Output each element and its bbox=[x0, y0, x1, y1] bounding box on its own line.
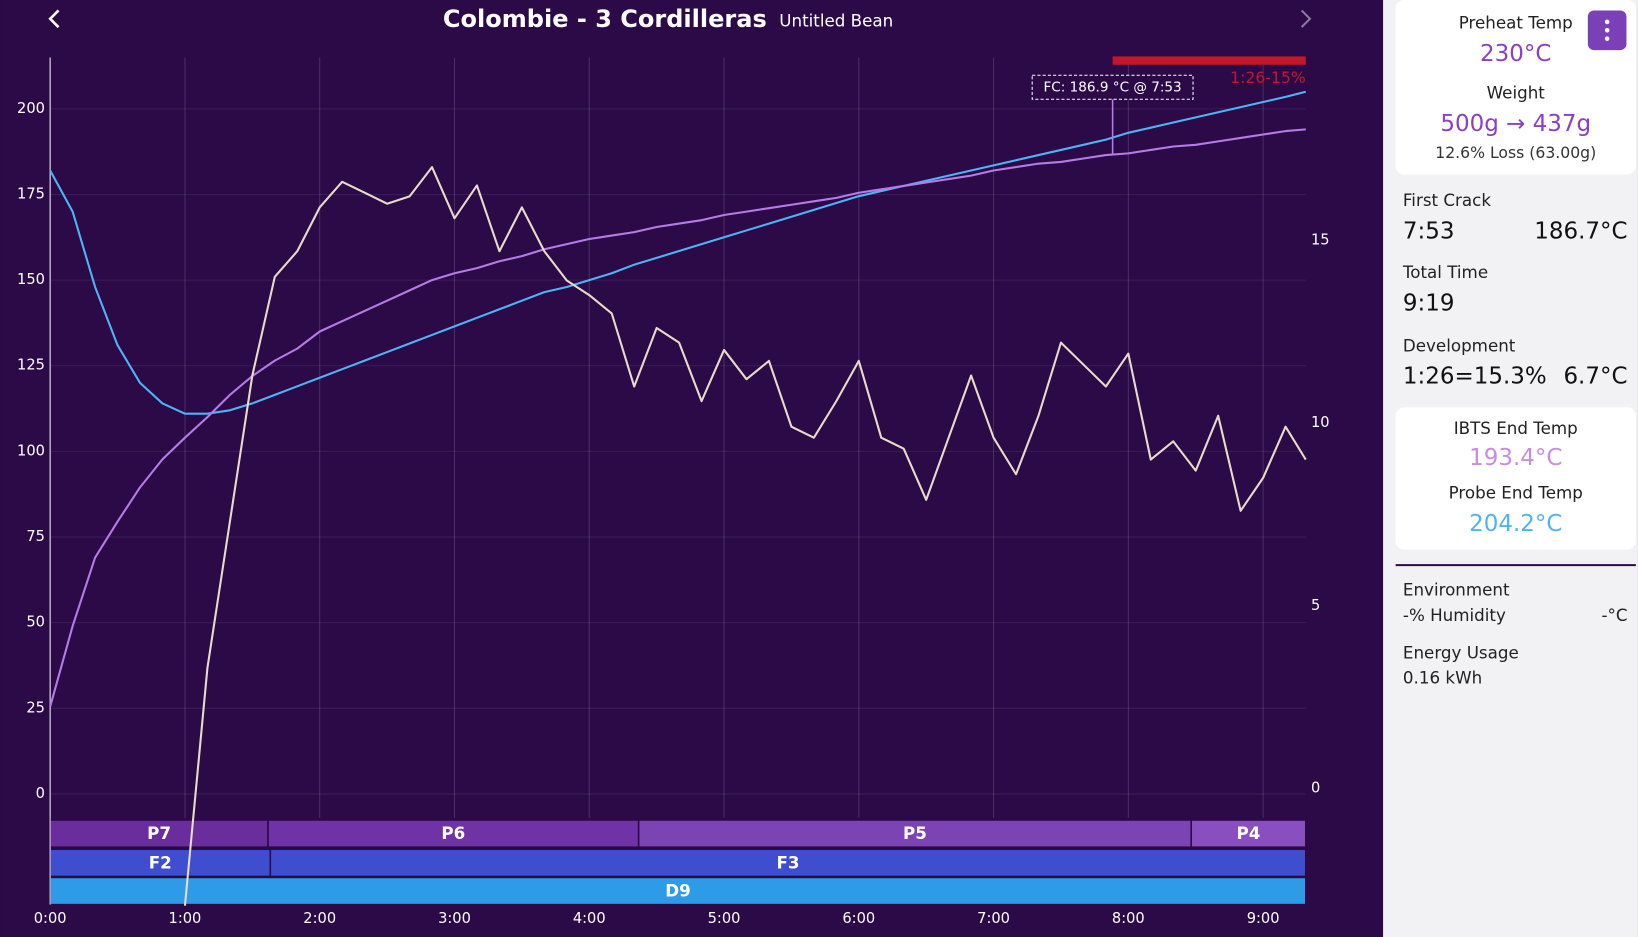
x-tick-label: 6:00 bbox=[842, 910, 875, 927]
value: 0.16 kWh bbox=[1403, 667, 1482, 687]
phase-bar bbox=[269, 848, 1307, 878]
label: Development bbox=[1403, 335, 1516, 355]
y2-tick-label: 5 bbox=[1311, 597, 1320, 614]
value: 230°C bbox=[1480, 41, 1551, 67]
y2-tick-label: 0 bbox=[1311, 780, 1320, 797]
development-label: 1:26-15% bbox=[1230, 68, 1306, 87]
annotation-box bbox=[1031, 74, 1194, 100]
value: 204.2°C bbox=[1469, 511, 1562, 537]
series-line bbox=[49, 90, 1307, 415]
phase-bar bbox=[49, 848, 272, 878]
label: First Crack bbox=[1403, 190, 1491, 210]
back-button[interactable] bbox=[48, 9, 60, 29]
chart-title: Colombie - 3 Cordilleras bbox=[443, 5, 767, 33]
chart-background bbox=[0, 0, 1383, 937]
y2-tick-label: 10 bbox=[1311, 414, 1330, 431]
value: 186.7°C bbox=[1534, 218, 1627, 244]
end-temp-card bbox=[1395, 407, 1636, 550]
label: Preheat Temp bbox=[1459, 13, 1573, 33]
menu-dot bbox=[1604, 19, 1610, 25]
phase-bar bbox=[49, 819, 269, 848]
phase-label: F3 bbox=[777, 852, 800, 872]
y-tick-label: 150 bbox=[17, 271, 45, 288]
value: -% Humidity bbox=[1403, 605, 1506, 625]
phase-bar bbox=[49, 876, 1307, 906]
y-tick-label: 50 bbox=[26, 614, 45, 631]
y-tick-label: 175 bbox=[17, 185, 45, 202]
value: 193.4°C bbox=[1469, 445, 1562, 471]
label: Environment bbox=[1403, 580, 1510, 600]
label: Energy Usage bbox=[1403, 642, 1519, 662]
phase-label: P6 bbox=[441, 823, 465, 843]
value: 500g → 437g bbox=[1440, 111, 1591, 137]
label: Weight bbox=[1487, 83, 1546, 103]
label: Probe End Temp bbox=[1449, 483, 1583, 503]
y-tick-label: 25 bbox=[26, 699, 45, 716]
y-tick-label: 0 bbox=[36, 785, 45, 802]
x-tick-label: 8:00 bbox=[1112, 910, 1145, 927]
phase-label: D9 bbox=[665, 881, 691, 901]
phase-label: P5 bbox=[903, 823, 927, 843]
phase-bar bbox=[1190, 819, 1307, 848]
phase-bar bbox=[637, 819, 1193, 848]
value: 6.7°C bbox=[1563, 364, 1627, 390]
y-tick-label: 125 bbox=[17, 357, 45, 374]
value: 9:19 bbox=[1403, 290, 1455, 316]
x-tick-label: 9:00 bbox=[1247, 910, 1280, 927]
plot: 0:00 1:00 2:00 3:00 4:00 5:00 6:00 7:00 8:00 9:00… bbox=[17, 56, 1330, 927]
menu-dot bbox=[1604, 36, 1610, 41]
menu-dot bbox=[1604, 27, 1610, 33]
x-tick-label: 2:00 bbox=[303, 910, 336, 927]
label: Total Time bbox=[1402, 262, 1488, 282]
x-tick-label: 1:00 bbox=[169, 910, 202, 927]
development-bar bbox=[1112, 56, 1306, 65]
label: IBTS End Temp bbox=[1454, 418, 1578, 438]
x-tick-label: 3:00 bbox=[438, 910, 471, 927]
y2-tick-label: 15 bbox=[1311, 231, 1330, 248]
value: 1:26=15.3% bbox=[1403, 364, 1547, 390]
phase-label: P7 bbox=[147, 823, 171, 843]
x-tick-label: 5:00 bbox=[708, 910, 741, 927]
value: 7:53 bbox=[1403, 218, 1455, 244]
series-line bbox=[49, 128, 1306, 707]
x-tick-label: 0:00 bbox=[34, 910, 67, 927]
x-tick-label: 7:00 bbox=[977, 910, 1010, 927]
annotation-text: FC: 186.9 °C @ 7:53 bbox=[1044, 80, 1182, 96]
x-tick-label: 4:00 bbox=[573, 910, 606, 927]
y-tick-label: 100 bbox=[17, 442, 45, 459]
phase-label: F2 bbox=[149, 852, 172, 872]
y-tick-label: 75 bbox=[26, 528, 45, 545]
chart-subtitle: Untitled Bean bbox=[779, 10, 893, 30]
y-tick-label: 200 bbox=[17, 100, 45, 117]
summary-card bbox=[1395, 0, 1636, 175]
forward-button[interactable] bbox=[1300, 9, 1312, 28]
value: 12.6% Loss (63.00g) bbox=[1435, 143, 1596, 162]
phase-label: P4 bbox=[1237, 823, 1261, 843]
series-line bbox=[183, 166, 1307, 906]
value: -°C bbox=[1601, 605, 1627, 625]
